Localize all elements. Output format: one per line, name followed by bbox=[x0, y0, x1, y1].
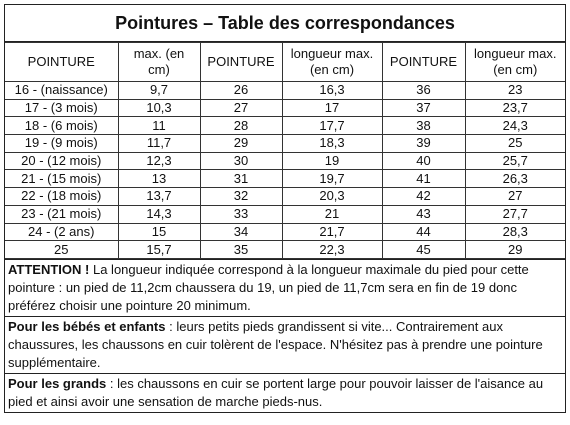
table-cell: 44 bbox=[381, 222, 466, 242]
header-text: longueur max. (en cm) bbox=[290, 46, 374, 77]
header-text: max. (en cm) bbox=[133, 46, 185, 77]
table-row: 22 - (18 mois) 13,7 32 20,3 42 27 bbox=[5, 187, 565, 206]
table-cell: 16 - (naissance) bbox=[5, 81, 119, 100]
size-chart: Pointures – Table des correspondances PO… bbox=[4, 4, 566, 413]
table-cell: 20,3 bbox=[281, 187, 383, 206]
table-cell: 20 - (12 mois) bbox=[5, 151, 119, 171]
table-cell: 13 bbox=[117, 169, 201, 189]
table-cell: 36 bbox=[381, 81, 466, 100]
table-row: 25 15,7 35 22,3 45 29 bbox=[5, 240, 565, 259]
table-cell: 12,3 bbox=[117, 151, 201, 171]
table-cell: 30 bbox=[199, 151, 283, 171]
table-cell: 25 bbox=[5, 240, 119, 259]
table-cell: 27 bbox=[464, 187, 565, 206]
note: Pour les bébés et enfants : leurs petits… bbox=[5, 315, 565, 373]
column-header: POINTURE bbox=[381, 42, 466, 82]
table-cell: 23 bbox=[464, 81, 565, 100]
table-cell: 11 bbox=[117, 116, 201, 136]
table-cell: 45 bbox=[381, 240, 466, 259]
table-cell: 32 bbox=[199, 187, 283, 206]
note-lead: ATTENTION ! bbox=[8, 261, 90, 277]
column-header: longueur max. (en cm) bbox=[281, 42, 383, 82]
table-cell: 19,7 bbox=[281, 169, 383, 189]
header-text: POINTURE bbox=[27, 54, 95, 69]
table-cell: 15,7 bbox=[117, 240, 201, 259]
table-cell: 42 bbox=[381, 187, 466, 206]
table-cell: 23 - (21 mois) bbox=[5, 204, 119, 224]
header-row: POINTURE max. (en cm) POINTURE longueur max… bbox=[5, 42, 565, 82]
table-cell: 29 bbox=[199, 134, 283, 153]
table-cell: 25 bbox=[464, 134, 565, 153]
table-cell: 26,3 bbox=[464, 169, 565, 189]
table-cell: 19 bbox=[281, 151, 383, 171]
table-cell: 10,3 bbox=[117, 98, 201, 118]
table-cell: 34 bbox=[199, 222, 283, 242]
table-cell: 16,3 bbox=[281, 81, 383, 100]
note-lead: Pour les bébés et enfants bbox=[8, 318, 166, 334]
table-cell: 21 - (15 mois) bbox=[5, 169, 119, 189]
table-cell: 15 bbox=[117, 222, 201, 242]
column-header: POINTURE bbox=[199, 42, 283, 82]
table-cell: 27,7 bbox=[464, 204, 565, 224]
table-cell: 38 bbox=[381, 116, 466, 136]
table-cell: 18 - (6 mois) bbox=[5, 116, 119, 136]
table-cell: 21 bbox=[281, 204, 383, 224]
table-row: 20 - (12 mois) 12,3 30 19 40 25,7 bbox=[5, 151, 565, 171]
note-text: : leurs petits pieds grandissent si vite… bbox=[8, 318, 543, 370]
table-cell: 43 bbox=[381, 204, 466, 224]
table-cell: 22,3 bbox=[281, 240, 383, 259]
header-text: POINTURE bbox=[389, 54, 458, 69]
title: Pointures – Table des correspondances bbox=[5, 5, 565, 42]
note: ATTENTION ! La longueur indiquée corresp… bbox=[5, 258, 565, 316]
note-lead: Pour les grands bbox=[8, 375, 107, 391]
table-row: 24 - (2 ans) 15 34 21,7 44 28,3 bbox=[5, 222, 565, 242]
note: Pour les grands : les chaussons en cuir … bbox=[5, 372, 565, 412]
table-cell: 28,3 bbox=[464, 222, 565, 242]
notes: ATTENTION ! La longueur indiquée corresp… bbox=[5, 258, 565, 412]
table-cell: 40 bbox=[381, 151, 466, 171]
table-cell: 11,7 bbox=[117, 134, 201, 153]
table-cell: 29 bbox=[464, 240, 565, 259]
table-cell: 26 bbox=[199, 81, 283, 100]
table-cell: 19 - (9 mois) bbox=[5, 134, 119, 153]
table-cell: 41 bbox=[381, 169, 466, 189]
table-body: 16 - (naissance) 9,7 26 16,3 36 23 17 - (3 moi… bbox=[5, 81, 565, 259]
table-cell: 13,7 bbox=[117, 187, 201, 206]
table-cell: 25,7 bbox=[464, 151, 565, 171]
table-cell: 24 - (2 ans) bbox=[5, 222, 119, 242]
table-cell: 9,7 bbox=[117, 81, 201, 100]
column-header: longueur max. (en cm) bbox=[464, 42, 565, 82]
table-cell: 24,3 bbox=[464, 116, 565, 136]
table-row: 21 - (15 mois) 13 31 19,7 41 26,3 bbox=[5, 169, 565, 189]
note-text: La longueur indiquée correspond à la lon… bbox=[8, 261, 529, 313]
table-cell: 17,7 bbox=[281, 116, 383, 136]
table-row: 19 - (9 mois) 11,7 29 18,3 39 25 bbox=[5, 134, 565, 153]
size-table: POINTURE max. (en cm) POINTURE longueur max… bbox=[5, 42, 565, 259]
column-header: POINTURE bbox=[5, 42, 119, 82]
table-cell: 35 bbox=[199, 240, 283, 259]
table-cell: 17 - (3 mois) bbox=[5, 98, 119, 118]
column-header: max. (en cm) bbox=[117, 42, 201, 82]
table-cell: 28 bbox=[199, 116, 283, 136]
table-cell: 31 bbox=[199, 169, 283, 189]
table-cell: 39 bbox=[381, 134, 466, 153]
header-text: POINTURE bbox=[207, 54, 275, 69]
table-cell: 23,7 bbox=[464, 98, 565, 118]
note-text: : les chaussons en cuir se portent large… bbox=[8, 375, 544, 409]
table-cell: 18,3 bbox=[281, 134, 383, 153]
table-cell: 27 bbox=[199, 98, 283, 118]
table-row: 23 - (21 mois) 14,3 33 21 43 27,7 bbox=[5, 204, 565, 224]
table-cell: 37 bbox=[381, 98, 466, 118]
table-row: 17 - (3 mois) 10,3 27 17 37 23,7 bbox=[5, 98, 565, 118]
table-cell: 21,7 bbox=[281, 222, 383, 242]
table-cell: 17 bbox=[281, 98, 383, 118]
table-cell: 14,3 bbox=[117, 204, 201, 224]
table-cell: 33 bbox=[199, 204, 283, 224]
header-text: longueur max. (en cm) bbox=[474, 46, 557, 77]
table-row: 16 - (naissance) 9,7 26 16,3 36 23 bbox=[5, 81, 565, 100]
table-row: 18 - (6 mois) 11 28 17,7 38 24,3 bbox=[5, 116, 565, 136]
table-cell: 22 - (18 mois) bbox=[5, 187, 119, 206]
